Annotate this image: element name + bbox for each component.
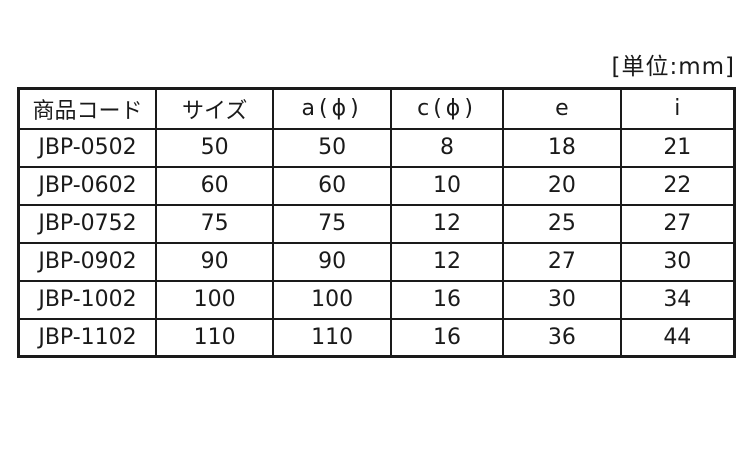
cell-a-diameter: 90: [272, 241, 392, 282]
cell-product-code: JBP-0902: [17, 241, 157, 282]
cell-c-diameter: 16: [389, 279, 505, 320]
cell-a-diameter: 60: [272, 165, 392, 206]
table-row: JBP-0902 90 90 12 27 30: [17, 241, 736, 282]
cell-a-diameter: 100: [272, 279, 392, 320]
cell-i: 44: [619, 317, 736, 358]
table-row: JBP-0602 60 60 10 20 22: [17, 165, 736, 206]
header-a-diameter: a(ϕ): [272, 87, 392, 130]
cell-size: 60: [154, 165, 275, 206]
cell-e: 20: [502, 165, 622, 206]
cell-e: 30: [502, 279, 622, 320]
cell-i: 34: [619, 279, 736, 320]
cell-e: 18: [502, 127, 622, 168]
cell-a-diameter: 110: [272, 317, 392, 358]
cell-i: 21: [619, 127, 736, 168]
cell-c-diameter: 12: [389, 241, 505, 282]
cell-a-diameter: 50: [272, 127, 392, 168]
cell-size: 50: [154, 127, 275, 168]
spec-table: 商品コード サイズ a(ϕ) c(ϕ) e i JBP-0502 50 50 8…: [17, 87, 736, 358]
cell-size: 90: [154, 241, 275, 282]
header-size: サイズ: [154, 87, 275, 130]
header-e: e: [502, 87, 622, 130]
cell-a-diameter: 75: [272, 203, 392, 244]
cell-i: 30: [619, 241, 736, 282]
table-row: JBP-0502 50 50 8 18 21: [17, 127, 736, 168]
header-row: 商品コード サイズ a(ϕ) c(ϕ) e i: [17, 87, 736, 130]
header-i: i: [619, 87, 736, 130]
cell-size: 110: [154, 317, 275, 358]
unit-label: [単位:mm]: [611, 54, 735, 80]
cell-i: 27: [619, 203, 736, 244]
cell-c-diameter: 12: [389, 203, 505, 244]
cell-product-code: JBP-1002: [17, 279, 157, 320]
table-row: JBP-1002 100 100 16 30 34: [17, 279, 736, 320]
header-product-code: 商品コード: [17, 87, 157, 130]
cell-product-code: JBP-1102: [17, 317, 157, 358]
cell-size: 75: [154, 203, 275, 244]
header-c-diameter: c(ϕ): [389, 87, 505, 130]
cell-c-diameter: 8: [389, 127, 505, 168]
table-row: JBP-1102 110 110 16 36 44: [17, 317, 736, 358]
table-row: JBP-0752 75 75 12 25 27: [17, 203, 736, 244]
cell-e: 27: [502, 241, 622, 282]
cell-product-code: JBP-0602: [17, 165, 157, 206]
cell-product-code: JBP-0752: [17, 203, 157, 244]
cell-c-diameter: 10: [389, 165, 505, 206]
cell-size: 100: [154, 279, 275, 320]
cell-e: 36: [502, 317, 622, 358]
cell-product-code: JBP-0502: [17, 127, 157, 168]
cell-e: 25: [502, 203, 622, 244]
cell-c-diameter: 16: [389, 317, 505, 358]
cell-i: 22: [619, 165, 736, 206]
